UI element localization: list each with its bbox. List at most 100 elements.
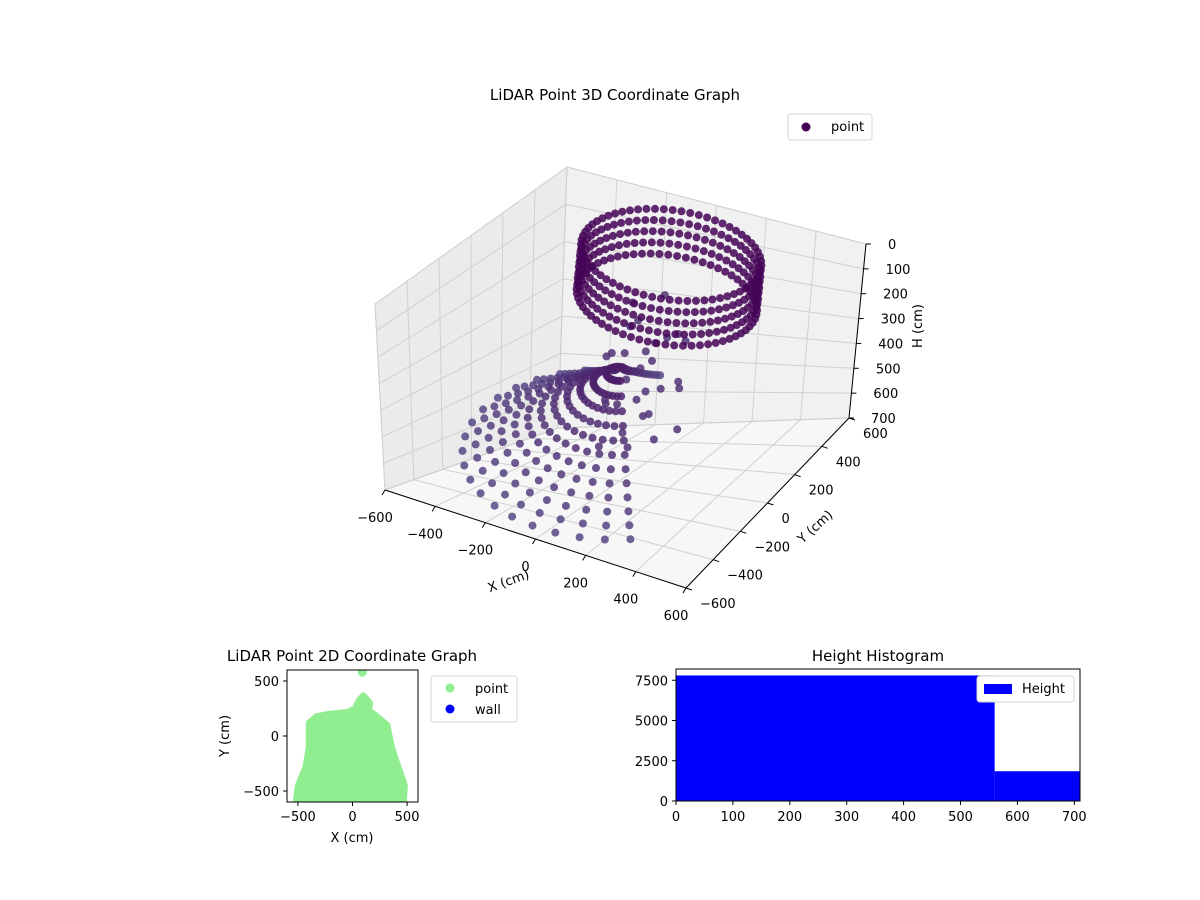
chart-3d-point xyxy=(601,245,610,254)
chart-3d-point xyxy=(631,288,640,297)
chart-3d-point xyxy=(615,282,624,291)
chart-3d-point xyxy=(605,312,614,321)
chart-3d-point xyxy=(722,303,731,312)
chart-3d-point xyxy=(673,252,682,261)
chart-3d-point xyxy=(501,490,509,499)
chart-3d-point xyxy=(636,364,645,373)
chart-3d-point xyxy=(624,507,633,516)
chart-3d: LiDAR Point 3D Coordinate Graph −600 −400… xyxy=(357,86,926,624)
chart-2d-point-cloud xyxy=(292,692,408,802)
chart-3d-point xyxy=(641,216,650,225)
chart-3d-point xyxy=(612,315,621,324)
chart-3d-point xyxy=(624,217,633,226)
chart-3d-point xyxy=(652,339,661,348)
chart-3d-x-label: X (cm) xyxy=(486,567,532,596)
chart-3d-point xyxy=(711,338,720,347)
chart-2d-legend: point wall xyxy=(430,675,518,723)
chart-3d-point xyxy=(692,233,701,242)
histogram-legend-label: Height xyxy=(1022,682,1065,697)
chart-3d-point xyxy=(674,296,683,305)
chart-3d-point xyxy=(592,316,601,324)
chart-3d-point xyxy=(534,476,543,485)
chart-3d-point xyxy=(608,231,617,240)
chart-3d-point xyxy=(552,452,561,460)
chart-3d-point xyxy=(732,226,740,235)
chart-3d-point xyxy=(474,427,482,436)
chart-3d-z-tick-label: 700 xyxy=(871,412,896,427)
chart-3d-point xyxy=(603,222,612,231)
chart-3d-grid-y xyxy=(471,458,768,504)
chart-3d-point xyxy=(604,493,613,502)
chart-3d-point xyxy=(593,304,602,313)
histogram-x-tick-label: 0 xyxy=(672,810,680,825)
chart-2d-legend-wall-marker xyxy=(445,704,455,714)
chart-3d-point xyxy=(476,489,485,498)
chart-3d-point xyxy=(659,205,668,214)
chart-3d-point xyxy=(713,316,722,325)
chart-3d-point xyxy=(724,234,733,243)
chart-3d-point xyxy=(598,435,607,444)
chart-3d-point xyxy=(529,397,538,406)
chart-3d-point xyxy=(622,239,631,248)
chart-2d-y-tick-label: 0 xyxy=(271,730,279,745)
chart-3d-point xyxy=(674,240,683,249)
chart-3d-point xyxy=(715,253,724,262)
chart-3d-legend-marker xyxy=(801,122,811,132)
chart-3d-point xyxy=(552,434,561,443)
chart-3d-point xyxy=(613,304,622,313)
chart-2d-legend-point-label: point xyxy=(475,682,508,697)
chart-3d-point xyxy=(557,470,566,479)
chart-3d-point xyxy=(731,332,740,341)
chart-3d-point xyxy=(517,401,526,410)
chart-3d-point xyxy=(644,326,653,335)
chart-3d-point xyxy=(671,330,680,339)
chart-3d-point xyxy=(604,323,613,332)
chart-3d-point xyxy=(681,253,690,262)
chart-3d-point xyxy=(602,421,610,430)
histogram-y-tick-label: 0 xyxy=(660,795,668,810)
chart-3d-point xyxy=(631,227,640,236)
chart-3d-point xyxy=(648,292,657,301)
chart-3d-point xyxy=(728,301,737,310)
chart-3d-point xyxy=(499,469,508,478)
chart-3d-point xyxy=(588,433,597,442)
chart-3d-point xyxy=(607,349,616,357)
chart-3d-point xyxy=(528,521,537,530)
chart-3d-point xyxy=(705,329,714,337)
chart-3d-point xyxy=(707,306,716,315)
chart-3d-point xyxy=(667,217,676,226)
chart-3d-point xyxy=(723,292,732,301)
chart-3d-point xyxy=(707,249,716,258)
chart-3d-point xyxy=(564,457,573,466)
chart-3d-point xyxy=(673,425,682,434)
chart-3d-point xyxy=(649,435,658,444)
chart-3d-point xyxy=(725,334,734,343)
chart-3d-x-tick-label: −200 xyxy=(457,544,493,559)
chart-2d-point xyxy=(357,670,367,677)
chart-3d-grid-y-wall xyxy=(406,281,415,480)
chart-3d-grid-y-wall xyxy=(438,258,444,470)
chart-3d-point xyxy=(623,285,632,294)
chart-3d-point xyxy=(553,411,562,420)
chart-3d-point xyxy=(646,315,654,324)
chart-3d-point xyxy=(619,436,628,445)
chart-3d-point xyxy=(625,521,634,530)
chart-3d-point xyxy=(604,211,613,220)
chart-3d-legend-label: point xyxy=(831,120,864,135)
chart-3d-point xyxy=(728,260,737,269)
chart-3d-point xyxy=(630,239,639,247)
chart-3d-point xyxy=(614,293,623,302)
chart-3d-z-tick-label: 200 xyxy=(883,288,908,303)
chart-2d-ticks: −500 0 500 −500 0 500 xyxy=(243,675,419,825)
chart-3d-z-tick-label: 400 xyxy=(878,337,903,352)
chart-3d-point xyxy=(682,308,691,317)
chart-3d-point xyxy=(643,337,652,346)
chart-3d-point xyxy=(664,250,673,259)
chart-3d-point xyxy=(664,307,673,315)
chart-3d-point xyxy=(490,501,499,510)
chart-3d-point xyxy=(478,466,487,475)
chart-3d-point xyxy=(594,293,603,302)
chart-3d-x-tick xyxy=(381,489,386,496)
chart-3d-point xyxy=(654,316,663,325)
chart-3d-point xyxy=(661,340,670,349)
